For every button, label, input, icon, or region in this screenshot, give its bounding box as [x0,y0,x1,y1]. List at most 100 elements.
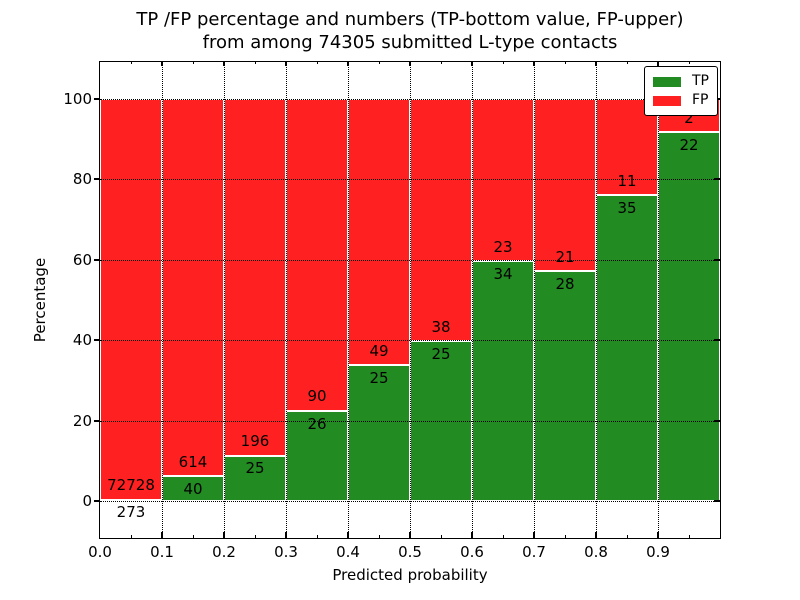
bar-tp-segment [472,261,534,501]
gridline-vertical [534,62,535,538]
fp-count-label: 38 [431,318,451,336]
tp-count-label: 40 [183,480,203,499]
y-tick-mark [94,178,100,181]
fp-color-swatch [653,95,681,106]
gridline-vertical [658,62,659,538]
y-tick-mark [714,258,720,261]
gridline-vertical [162,62,163,538]
x-tick-label: 0.4 [336,543,360,561]
x-tick-mark [595,62,597,66]
bar-tp-segment [286,410,348,501]
y-axis-label: Percentage [31,257,49,343]
bar-tp-segment [162,476,224,501]
x-minor-tick-mark [316,535,318,538]
legend-label-fp: FP [692,92,709,108]
ticks-layer [94,62,720,538]
tp-count-label: 26 [307,414,327,433]
x-tick-label: 0.5 [398,543,422,561]
y-tick-mark [94,258,100,261]
tp-count-label: 34 [493,265,513,284]
x-tick-label: 0.6 [460,543,484,561]
y-tick-label: 0 [82,492,92,510]
gridline-vertical [410,62,411,538]
fp-count-label: 2 [684,109,694,128]
x-minor-tick-mark [440,62,442,64]
legend-box: TP FP [644,66,718,116]
x-minor-tick-mark [378,62,380,64]
x-minor-tick-mark [502,535,504,538]
y-tick-label: 40 [72,331,92,350]
chart-title: TP /FP percentage and numbers (TP-bottom… [100,8,720,54]
x-minor-tick-mark [130,535,132,538]
tp-count-label: 28 [555,275,575,294]
y-tick-label: 60 [72,250,92,269]
legend-item-tp: TP [653,72,717,91]
x-minor-tick-mark [564,535,566,538]
plot-area: 72728 273 614 40 196 25 90 26 49 25 38 25 23 34 21 28 11… [94,61,721,539]
x-minor-tick-mark [254,62,256,64]
fp-count-label: 196 [240,432,270,451]
x-tick-mark [347,62,349,66]
y-tick-mark [714,500,720,502]
legend-label-tp: TP [692,73,709,89]
chart-title-line2: from among 74305 submitted L-type contac… [202,32,618,53]
tp-count-label: 22 [679,136,699,155]
chart-title-line1: TP /FP percentage and numbers (TP-bottom… [136,9,684,30]
y-tick-mark [94,97,100,100]
y-tick-label: 100 [63,89,92,108]
x-minor-tick-mark [688,62,690,64]
x-tick-mark [471,62,473,66]
gridline-vertical [348,62,349,538]
bars-layer [100,62,720,538]
gridline-vertical [224,62,225,538]
bar-tp-segment [534,271,596,501]
bar-fp-segment [286,98,348,411]
y-tick-mark [714,419,720,422]
y-tick-mark [94,419,100,422]
bar-fp-segment [534,98,596,272]
x-tick-mark [533,532,535,538]
gridline-vertical [286,62,287,538]
x-minor-tick-mark [626,62,628,64]
x-minor-tick-mark [192,535,194,538]
y-tick-label: 80 [72,170,92,189]
tp-count-label: 25 [369,369,389,388]
y-tick-mark [714,339,720,342]
annotations-layer: 72728 273 614 40 196 25 90 26 49 25 38 25 23 34 21 28 11… [100,62,720,538]
x-minor-tick-mark [378,535,380,538]
x-minor-tick-mark [192,62,194,64]
x-minor-tick-mark [440,535,442,538]
x-minor-tick-mark [316,62,318,64]
grid-layer [100,62,720,538]
tp-count-label: 25 [431,345,451,364]
x-minor-tick-mark [564,62,566,64]
y-tick-label: 20 [72,411,92,430]
x-tick-label: 0.8 [584,543,608,561]
tp-count-label: 273 [116,503,146,522]
x-tick-mark [223,62,225,66]
x-tick-label: 0.2 [212,543,236,561]
x-minor-tick-mark [688,535,690,538]
x-minor-tick-mark [502,62,504,64]
x-tick-mark [223,532,225,538]
fp-count-label: 72728 [107,476,155,495]
x-tick-mark [285,62,287,66]
x-tick-mark [161,62,163,66]
x-tick-label: 0.7 [522,543,546,561]
x-tick-mark [533,62,535,66]
fp-count-label: 90 [307,387,327,406]
y-tick-mark [714,178,720,181]
gridline-vertical [472,62,473,538]
x-tick-label: 0.9 [646,543,670,561]
x-tick-label: 0.3 [274,543,298,561]
x-tick-mark [285,532,287,538]
tp-count-label: 35 [617,198,637,217]
fp-count-label: 49 [369,341,389,360]
x-tick-mark [409,62,411,66]
fp-count-label: 23 [493,237,513,256]
y-tick-mark [94,339,100,342]
x-tick-mark [595,532,597,538]
bar-fp-segment [348,98,410,366]
x-minor-tick-mark [130,62,132,64]
